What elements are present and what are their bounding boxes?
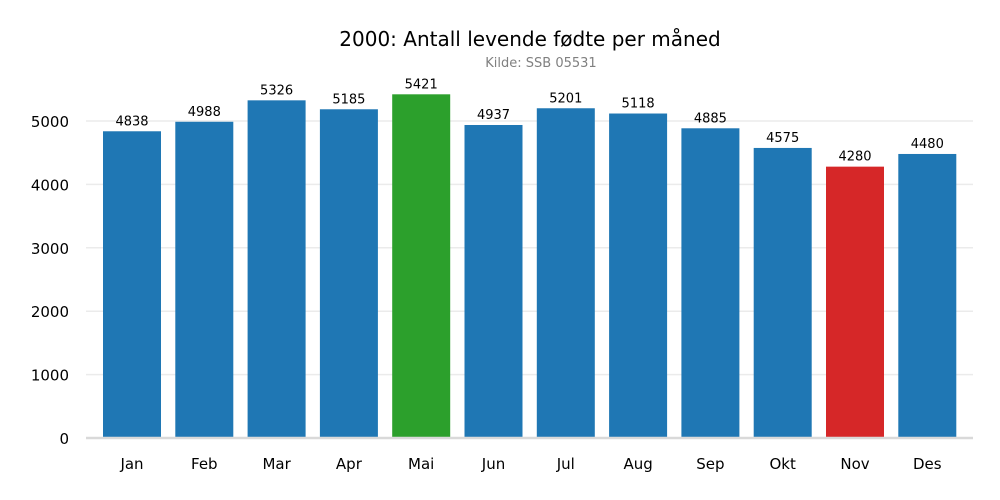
data-label: 5201 [549,91,582,106]
bar-apr [319,109,378,439]
data-label: 4937 [477,108,510,123]
bar-feb [175,121,234,438]
bar-jan [103,131,161,438]
y-tick-label: 0 [59,430,69,448]
data-label: 4575 [766,131,799,146]
x-tick-label: Nov [840,455,869,473]
bar-nov [826,166,884,438]
bar-des [898,153,957,438]
data-label: 4280 [838,150,871,165]
x-tick-label: Mai [408,455,434,473]
x-tick-label: Jun [481,455,505,473]
x-tick-label: Mar [262,455,291,473]
chart-title: 2000: Antall levende fødte per måned [339,27,720,51]
x-tick-label: Okt [770,455,796,473]
bar-okt [753,147,812,438]
x-tick-label: Des [913,455,942,473]
data-labels: 4838 4988 5326 5185 5421 4937 5201 5118 4885 4575… [115,77,943,164]
data-label: 4480 [911,137,944,152]
data-label: 4885 [694,111,727,126]
y-tick-label: 2000 [31,303,69,321]
data-label: 4838 [115,114,148,129]
bar-mar [247,100,306,438]
bar-aug [609,113,668,438]
x-tick-label: Apr [336,455,363,473]
x-tick-label: Jan [119,455,143,473]
data-label: 5421 [405,77,438,92]
y-axis-ticks: 0 1000 2000 3000 4000 5000 [31,113,69,448]
bar-jun [464,124,523,438]
data-label: 4988 [188,105,221,120]
y-tick-label: 4000 [31,176,69,194]
data-label: 5185 [332,92,365,107]
y-tick-label: 5000 [31,113,69,131]
x-tick-label: Aug [623,455,652,473]
x-tick-label: Jul [556,455,575,473]
bar-jul [536,108,595,439]
bar-mai [392,94,451,439]
bars [103,94,957,439]
bar-sep [681,128,740,438]
data-label: 5118 [622,97,655,112]
gridlines [86,120,973,376]
y-tick-label: 1000 [31,367,69,385]
x-axis-ticks: Jan Feb Mar Apr Mai Jun Jul Aug Sep Okt Nov Des [119,455,941,473]
x-tick-label: Sep [696,455,724,473]
y-tick-label: 3000 [31,240,69,258]
x-tick-label: Feb [191,455,218,473]
data-label: 5326 [260,83,293,98]
chart-subtitle: Kilde: SSB 05531 [485,56,596,71]
